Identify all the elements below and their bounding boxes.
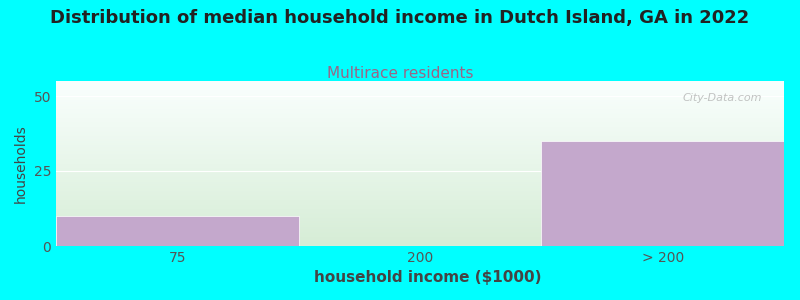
Y-axis label: households: households xyxy=(14,124,28,203)
Text: household income ($1000): household income ($1000) xyxy=(314,270,542,285)
Text: Distribution of median household income in Dutch Island, GA in 2022: Distribution of median household income … xyxy=(50,9,750,27)
Bar xyxy=(542,141,784,246)
Text: Multirace residents: Multirace residents xyxy=(326,66,474,81)
Bar xyxy=(56,216,298,246)
Text: City-Data.com: City-Data.com xyxy=(682,92,762,103)
